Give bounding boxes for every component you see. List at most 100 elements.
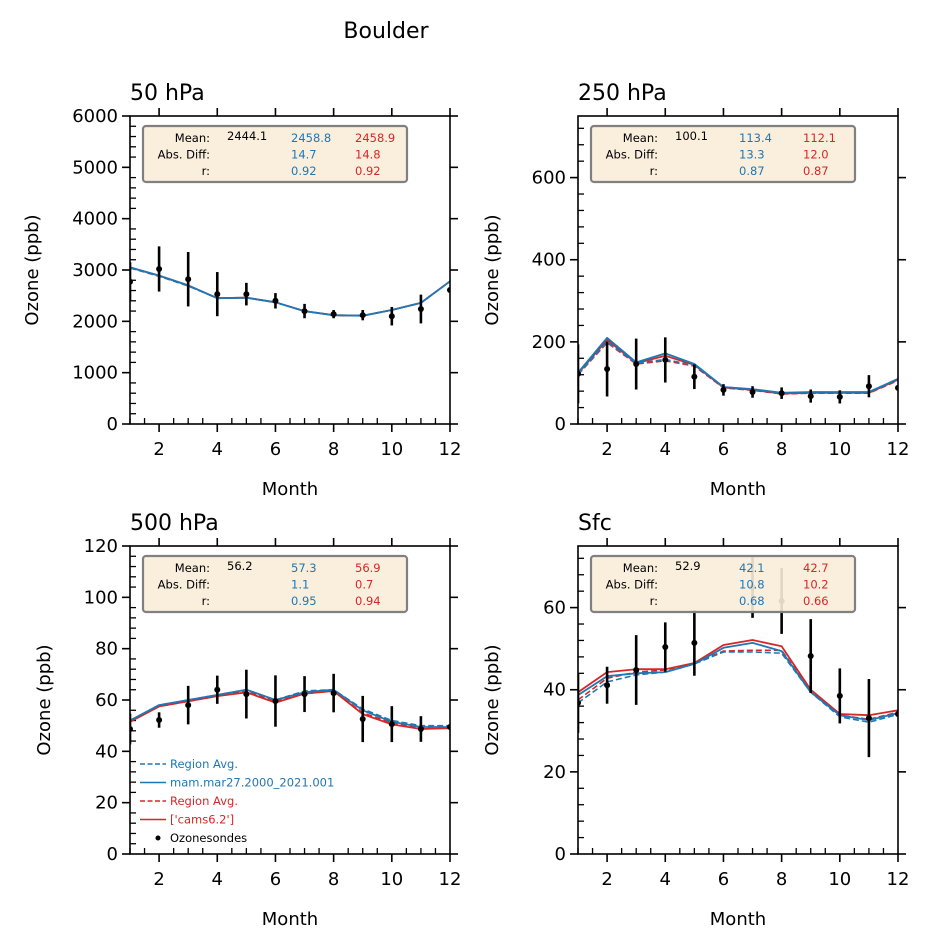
axes-frame <box>577 115 899 425</box>
stats-box <box>141 554 409 614</box>
stats-model-b-value: 0.87 <box>803 164 829 178</box>
y-tick-label: 120 <box>84 536 118 557</box>
legend: Region Avg. mam.mar27.2000_2021.001 Region… <box>140 757 334 845</box>
obs-point <box>388 313 395 320</box>
obs-point <box>720 386 727 393</box>
series-line-1 <box>578 642 898 721</box>
series-line-0 <box>130 267 450 317</box>
y-tick-label: 0 <box>555 844 566 865</box>
obs-point <box>604 365 611 372</box>
x-tick-label: 12 <box>439 869 462 890</box>
legend-label: mam.mar27.2000_2021.001 <box>170 776 334 790</box>
x-axis-label: Month <box>262 909 318 930</box>
y-axis-label: Ozone (ppb) <box>482 644 503 755</box>
y-tick-label: 100 <box>84 587 118 608</box>
stats-model-a-value: 13.3 <box>739 148 765 162</box>
stats-model-b-value: 0.94 <box>355 594 381 608</box>
obs-point <box>243 291 250 298</box>
x-tick-label: 8 <box>776 439 787 460</box>
obs-point <box>836 393 843 400</box>
obs-point <box>807 653 814 660</box>
obs-point <box>691 373 698 380</box>
x-axis-label: Month <box>710 479 766 500</box>
panel-50-hpa: 50 hPa 2 4 6 8 10 12 0 1000 2000 3000 4000 5000 6000 M… <box>22 81 461 500</box>
series-line-3 <box>130 690 450 730</box>
panel-sfc: Sfc 2 4 6 8 10 12 0 20 40 60 Month Ozone (ppb) Mean: 5… <box>482 511 909 930</box>
legend-label: ['cams6.2'] <box>170 813 234 827</box>
stats-box <box>589 124 857 184</box>
stats-box <box>141 124 409 184</box>
stats-model-a-value: 10.8 <box>739 578 765 592</box>
stats-label: Mean: <box>175 131 210 145</box>
obs-point <box>417 306 424 313</box>
series-line-3 <box>578 639 898 717</box>
axes-frame <box>129 545 451 855</box>
stats-model-b-value: 14.8 <box>355 148 381 162</box>
series-line-1 <box>578 336 898 394</box>
stats-model-b-value: 42.7 <box>803 561 829 575</box>
stats-model-a-value: 0.87 <box>739 164 765 178</box>
axes-frame <box>577 545 899 855</box>
obs-point <box>243 691 250 698</box>
stats-label: r: <box>650 164 658 178</box>
stats-label: r: <box>202 594 210 608</box>
y-tick-label: 600 <box>532 168 566 189</box>
legend-label: Region Avg. <box>170 794 238 808</box>
x-axis-label: Month <box>710 909 766 930</box>
obs-point <box>330 311 337 318</box>
stats-obs-value: 100.1 <box>675 129 708 143</box>
obs-point <box>301 308 308 315</box>
stats-label: r: <box>650 594 658 608</box>
x-tick-label: 6 <box>270 869 281 890</box>
obs-point <box>156 717 163 724</box>
stats-label: Abs. Diff: <box>606 148 658 162</box>
series-line-3 <box>130 266 450 317</box>
y-tick-label: 5000 <box>72 157 118 178</box>
obs-point <box>604 682 611 689</box>
panel-title: Sfc <box>578 511 612 536</box>
x-tick-label: 12 <box>887 439 910 460</box>
obs-point <box>417 726 424 733</box>
x-tick-label: 2 <box>153 439 164 460</box>
y-tick-label: 0 <box>107 844 118 865</box>
stats-table: Mean: 52.9 42.1 42.7 Abs. Diff: 10.8 10.2 r: 0.6… <box>606 559 829 608</box>
x-tick-label: 4 <box>212 869 223 890</box>
series-line-2 <box>578 341 898 395</box>
stats-model-b-value: 12.0 <box>803 148 829 162</box>
x-tick-label: 6 <box>718 439 729 460</box>
obs-point <box>388 721 395 728</box>
stats-model-b-value: 10.2 <box>803 578 829 592</box>
plot-area <box>578 556 898 758</box>
obs-point <box>778 390 785 397</box>
obs-point <box>633 667 640 674</box>
stats-model-b-value: 0.92 <box>355 164 381 178</box>
stats-model-a-value: 0.68 <box>739 594 765 608</box>
y-tick-label: 0 <box>555 414 566 435</box>
obs-point <box>865 715 872 722</box>
stats-obs-value: 2444.1 <box>227 129 267 143</box>
series-line-3 <box>578 338 898 395</box>
obs-point <box>272 698 279 705</box>
stats-label: Abs. Diff: <box>606 578 658 592</box>
legend-label: Region Avg. <box>170 757 238 771</box>
y-tick-label: 6000 <box>72 106 118 127</box>
y-tick-label: 3000 <box>72 260 118 281</box>
obs-point <box>633 361 640 368</box>
x-tick-label: 8 <box>328 869 339 890</box>
obs-point <box>749 388 756 395</box>
stats-model-a-value: 0.95 <box>291 594 317 608</box>
obs-point <box>301 691 308 698</box>
y-tick-label: 20 <box>95 793 118 814</box>
series-line-1 <box>130 688 450 728</box>
obs-point <box>865 383 872 390</box>
stats-obs-value: 56.2 <box>227 559 253 573</box>
y-tick-label: 40 <box>543 680 566 701</box>
obs-point <box>330 690 337 697</box>
stats-label: Mean: <box>623 561 658 575</box>
x-tick-label: 12 <box>439 439 462 460</box>
obs-point <box>156 265 163 272</box>
suptitle: Boulder <box>343 19 429 44</box>
x-axis-label: Month <box>262 479 318 500</box>
y-tick-label: 200 <box>532 332 566 353</box>
y-axis-label: Ozone (ppb) <box>22 214 43 325</box>
